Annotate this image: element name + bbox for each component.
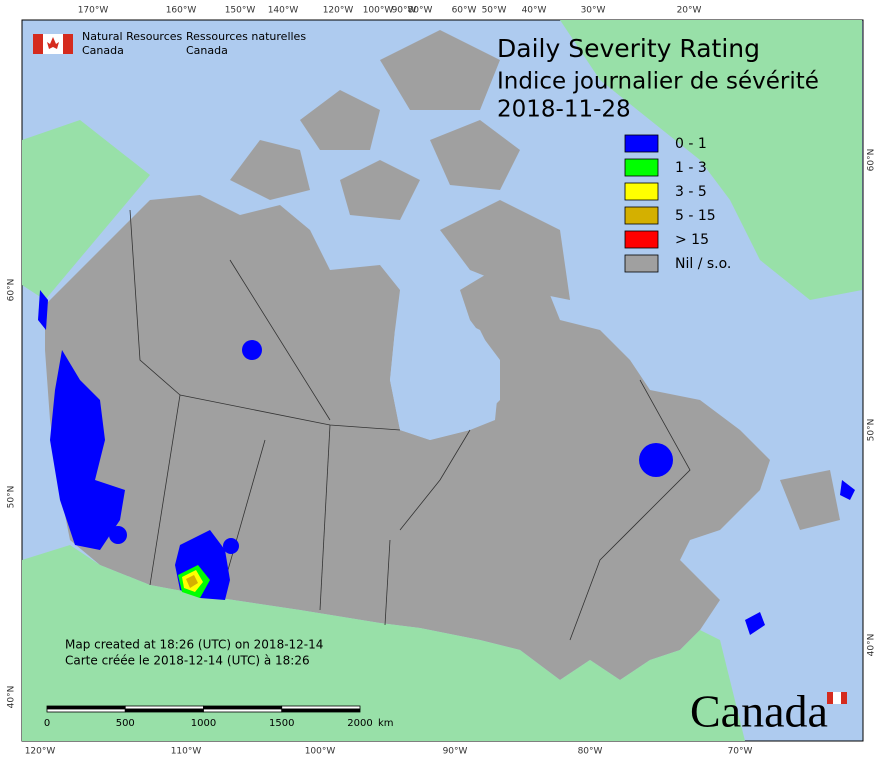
rating-area-orange	[186, 575, 198, 588]
border-line	[129, 209, 181, 586]
province-borders	[129, 209, 691, 641]
scale-segment	[203, 705, 283, 710]
graticule-label: 60°N	[7, 279, 17, 302]
legend-swatch	[624, 134, 659, 153]
graticule-label: 80°W	[408, 6, 433, 16]
flag-band	[827, 692, 833, 704]
legend-label: 5 - 15	[675, 208, 716, 224]
graticule-label: 40°N	[867, 634, 877, 657]
credit: Map created at 18:26 (UTC) on 2018-12-14	[65, 638, 323, 652]
arctic-islands	[230, 30, 840, 530]
graticule-label: 50°N	[7, 486, 17, 509]
rating-area	[223, 538, 239, 554]
flag-band	[33, 34, 43, 54]
nrcan-signature: Natural Resources Canada Ressources natu…	[33, 30, 306, 57]
flag-band	[841, 692, 847, 704]
island	[430, 120, 520, 190]
graticule-label: 100°W	[305, 747, 336, 757]
border-line	[569, 379, 691, 641]
scale-label: 500	[116, 718, 135, 729]
rating-area	[242, 340, 262, 360]
legend-label: Nil / s.o.	[675, 256, 731, 272]
wordmark-text: Canada	[690, 686, 828, 737]
island	[440, 200, 570, 300]
graticule-label: 140°W	[268, 6, 299, 16]
graticule-label: 90°W	[392, 6, 417, 16]
date: 2018-11-28	[497, 97, 631, 123]
graticule-label: 40°W	[522, 6, 547, 16]
graticule-label: 50°W	[482, 6, 507, 16]
graticule-label: 120°W	[25, 747, 56, 757]
scale-segment	[203, 708, 283, 713]
graticule-label: 170°W	[78, 6, 109, 16]
legend-swatch	[624, 206, 659, 225]
scale-segment	[46, 705, 126, 710]
flag-band	[63, 34, 73, 54]
graticule-label: 110°W	[171, 747, 202, 757]
legend-swatch	[624, 158, 659, 177]
rating-area	[639, 443, 673, 477]
rating-area	[840, 480, 855, 500]
graticule-label: 20°W	[677, 6, 702, 16]
scale-segment	[124, 705, 204, 710]
newfoundland	[780, 470, 840, 530]
credit: Carte créée le 2018-12-14 (UTC) à 18:26	[65, 654, 310, 668]
rating-area	[38, 290, 48, 330]
wordmark: Canada	[690, 686, 847, 737]
scale-segment	[281, 705, 361, 710]
scale-segment	[124, 708, 204, 713]
graticule-label: 70°W	[728, 747, 753, 757]
legend-label: > 15	[675, 232, 709, 248]
greenland	[560, 20, 862, 300]
graticule-label: 40°N	[7, 686, 17, 709]
hudson-bay	[390, 310, 500, 440]
island	[380, 30, 500, 110]
dept-fr: Canada	[186, 44, 228, 57]
graticule-label: 60°N	[867, 149, 877, 172]
scale-unit: km	[378, 718, 394, 729]
graticule-label: 50°N	[867, 419, 877, 442]
border-line	[229, 259, 331, 421]
rating-area	[109, 526, 127, 544]
rating-area	[745, 612, 765, 635]
rating-area	[50, 350, 125, 550]
scale-label: 1500	[269, 718, 294, 729]
island	[340, 160, 420, 220]
island	[300, 90, 380, 150]
scale-label: 2000	[347, 718, 372, 729]
alaska	[22, 120, 150, 300]
legend-swatch	[624, 230, 659, 249]
graticule-label: 100°W	[363, 6, 394, 16]
scale-segment	[46, 708, 126, 713]
graticule-label: 60°W	[452, 6, 477, 16]
legend-label: 1 - 3	[675, 160, 707, 176]
scale-segment	[281, 708, 361, 713]
united-states	[22, 545, 745, 741]
graticule-label: 160°W	[166, 6, 197, 16]
dept-en: Canada	[82, 44, 124, 57]
legend-swatch	[624, 182, 659, 201]
graticule-label: 120°W	[323, 6, 354, 16]
border-line	[399, 429, 471, 531]
legend-swatch	[624, 254, 659, 273]
title: Daily Severity Rating	[497, 34, 760, 63]
subtitle: Indice journalier de sévérité	[497, 69, 819, 95]
graticule-label: 80°W	[578, 747, 603, 757]
flag-centre	[833, 692, 841, 704]
scale-label: 1000	[191, 718, 216, 729]
dept-fr: Ressources naturelles	[186, 30, 306, 43]
border-line	[319, 424, 331, 611]
graticule-label: 150°W	[225, 6, 256, 16]
scale-label: 0	[44, 718, 50, 729]
graticule-label: 90°W	[443, 747, 468, 757]
rating-areas	[38, 290, 855, 635]
island	[230, 140, 310, 200]
border-line	[384, 539, 391, 626]
maple-leaf	[47, 37, 59, 49]
legend-label: 3 - 5	[675, 184, 707, 200]
graticule-label: 30°W	[581, 6, 606, 16]
dept-en: Natural Resources	[82, 30, 183, 43]
legend-label: 0 - 1	[675, 136, 707, 152]
